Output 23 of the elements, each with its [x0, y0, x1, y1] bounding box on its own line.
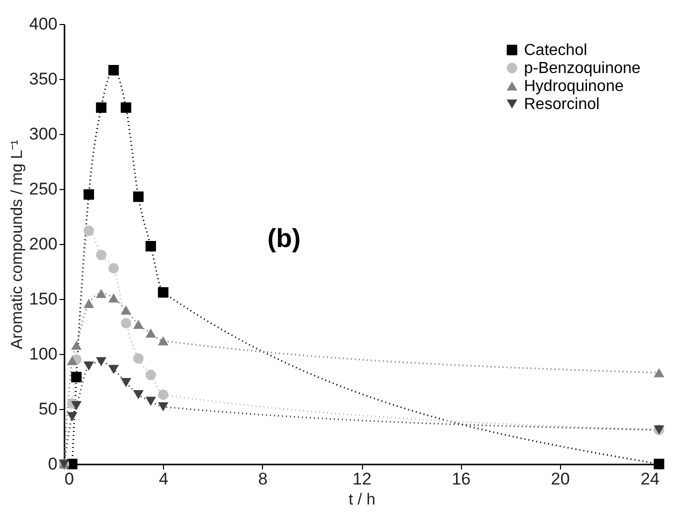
- y-tick-label: 50: [38, 400, 58, 418]
- annotation: (b): [267, 223, 301, 253]
- x-tick-label: 20: [550, 470, 570, 488]
- x-tick-label: 12: [352, 470, 372, 488]
- y-tick-label: 200: [29, 234, 58, 254]
- y-tick-label: 400: [29, 14, 58, 34]
- x-tick-label: 8: [258, 470, 268, 488]
- y-tick-label: 350: [29, 70, 58, 88]
- x-tick-label: 4: [158, 470, 168, 488]
- legend-label: Hydroquinone: [524, 78, 624, 95]
- y-tick-label: 250: [29, 180, 58, 198]
- y-tick-label: 100: [29, 344, 58, 364]
- x-tick-label: 16: [452, 470, 471, 488]
- legend-label: Catechol: [524, 42, 588, 59]
- y-tick-label: 150: [29, 290, 58, 308]
- y-axis-title: Aromatic compounds / mg L⁻¹: [9, 140, 26, 350]
- x-tick-label: 24: [640, 470, 660, 488]
- y-tick-label: 0: [48, 454, 58, 474]
- legend-label: Resorcinol: [524, 96, 600, 113]
- y-tick-label: 300: [29, 124, 58, 144]
- x-tick-label: 0: [64, 470, 74, 488]
- x-axis-title: t / h: [348, 492, 376, 508]
- legend-label: p-Benzoquinone: [524, 60, 641, 77]
